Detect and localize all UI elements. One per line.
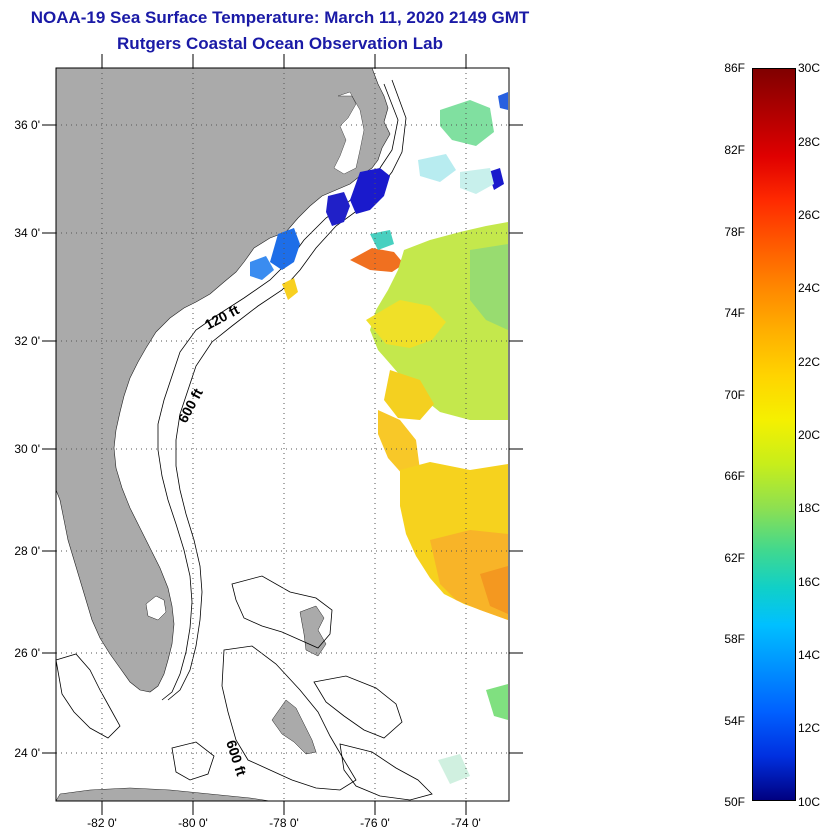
colorbar-f-label: 82F bbox=[724, 143, 745, 157]
lon-label: -74 0' bbox=[451, 816, 481, 830]
lon-label: -82 0' bbox=[87, 816, 117, 830]
map-subtitle: Rutgers Coastal Ocean Observation Lab bbox=[117, 34, 443, 53]
colorbar-f-label: 74F bbox=[724, 306, 745, 320]
colorbar-f-label: 66F bbox=[724, 469, 745, 483]
lon-label: -76 0' bbox=[360, 816, 390, 830]
colorbar-f-label: 50F bbox=[724, 795, 745, 809]
lat-label: 30 0' bbox=[14, 442, 40, 456]
lat-label: 36 0' bbox=[14, 118, 40, 132]
map-title: NOAA-19 Sea Surface Temperature: March 1… bbox=[30, 8, 530, 27]
temperature-colorbar bbox=[752, 68, 796, 801]
colorbar-c-label: 16C bbox=[798, 575, 821, 589]
land-andros bbox=[271, 699, 317, 755]
land-abaco bbox=[299, 605, 327, 657]
map-frame bbox=[55, 67, 510, 802]
lon-label: -80 0' bbox=[178, 816, 208, 830]
colorbar-c-label: 20C bbox=[798, 428, 821, 442]
lake-okeechobee bbox=[145, 595, 167, 621]
colorbar-c-label: 26C bbox=[798, 208, 821, 222]
colorbar-c-label: 12C bbox=[798, 721, 821, 735]
colorbar-c-label: 24C bbox=[798, 281, 821, 295]
colorbar-c-label: 14C bbox=[798, 648, 821, 662]
bahamas-bank-contours bbox=[55, 575, 433, 801]
lat-label: 34 0' bbox=[14, 226, 40, 240]
graticule bbox=[56, 68, 509, 801]
colorbar-c-label: 22C bbox=[798, 355, 821, 369]
colorbar-f-label: 54F bbox=[724, 714, 745, 728]
sst-data bbox=[250, 92, 508, 784]
colorbar-c-label: 18C bbox=[798, 501, 821, 515]
lat-label: 32 0' bbox=[14, 334, 40, 348]
lon-label: -78 0' bbox=[269, 816, 299, 830]
colorbar-f-label: 78F bbox=[724, 225, 745, 239]
lat-label: 28 0' bbox=[14, 544, 40, 558]
axis-ticks bbox=[42, 54, 523, 815]
colorbar-c-label: 30C bbox=[798, 61, 821, 75]
lat-label: 24 0' bbox=[14, 746, 40, 760]
colorbar-c-label: 28C bbox=[798, 135, 821, 149]
colorbar-f-label: 70F bbox=[724, 388, 745, 402]
coastal-sound bbox=[333, 91, 365, 175]
lat-label: 26 0' bbox=[14, 646, 40, 660]
colorbar-f-label: 86F bbox=[724, 61, 745, 75]
colorbar-c-label: 10C bbox=[798, 795, 821, 809]
colorbar-f-label: 58F bbox=[724, 632, 745, 646]
colorbar-f-label: 62F bbox=[724, 551, 745, 565]
land-cuba bbox=[55, 787, 271, 802]
